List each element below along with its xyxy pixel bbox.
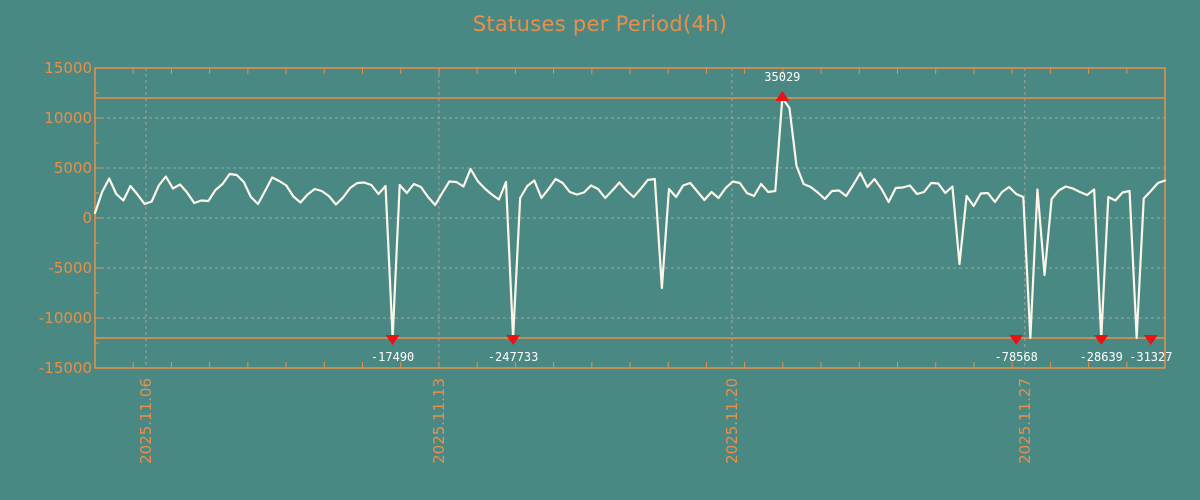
y-axis-tick-label: 0: [82, 209, 92, 227]
annotation-value-label: -28639: [1079, 350, 1123, 364]
annotation-marker-down[interactable]: [1009, 335, 1024, 345]
x-axis-tick-label: 2025.11.06: [136, 378, 155, 464]
annotation-value-label: -247733: [487, 350, 539, 364]
annotation-value-label: -17490: [370, 350, 415, 364]
x-axis-tick-label: 2025.11.13: [429, 378, 448, 464]
annotation-marker-down[interactable]: [506, 335, 521, 345]
annotation-marker-down[interactable]: [1143, 335, 1158, 345]
annotation-value-label: -78568: [994, 350, 1038, 364]
y-axis-tick-label: 10000: [44, 109, 92, 127]
x-axis-tick-label: 2025.11.20: [722, 378, 741, 464]
annotation-value-label: -31327: [1129, 350, 1173, 364]
y-axis-tick-label: 15000: [44, 59, 92, 77]
y-axis-tick-label: -5000: [48, 259, 92, 277]
annotation-value-label: 35029: [764, 70, 801, 84]
y-axis-tick-label: -10000: [38, 309, 92, 327]
plot-frame: [94, 67, 1166, 369]
annotation-marker-down[interactable]: [1094, 335, 1109, 345]
x-axis-tick-label: 2025.11.27: [1015, 378, 1034, 464]
annotation-marker-up[interactable]: [775, 91, 790, 101]
y-axis-tick-label: -15000: [38, 359, 92, 377]
annotation-marker-down[interactable]: [385, 335, 400, 345]
y-axis-tick-label: 5000: [53, 159, 92, 177]
data-line-statuses: [93, 96, 1167, 340]
chart-title: Statuses per Period(4h): [472, 12, 728, 36]
